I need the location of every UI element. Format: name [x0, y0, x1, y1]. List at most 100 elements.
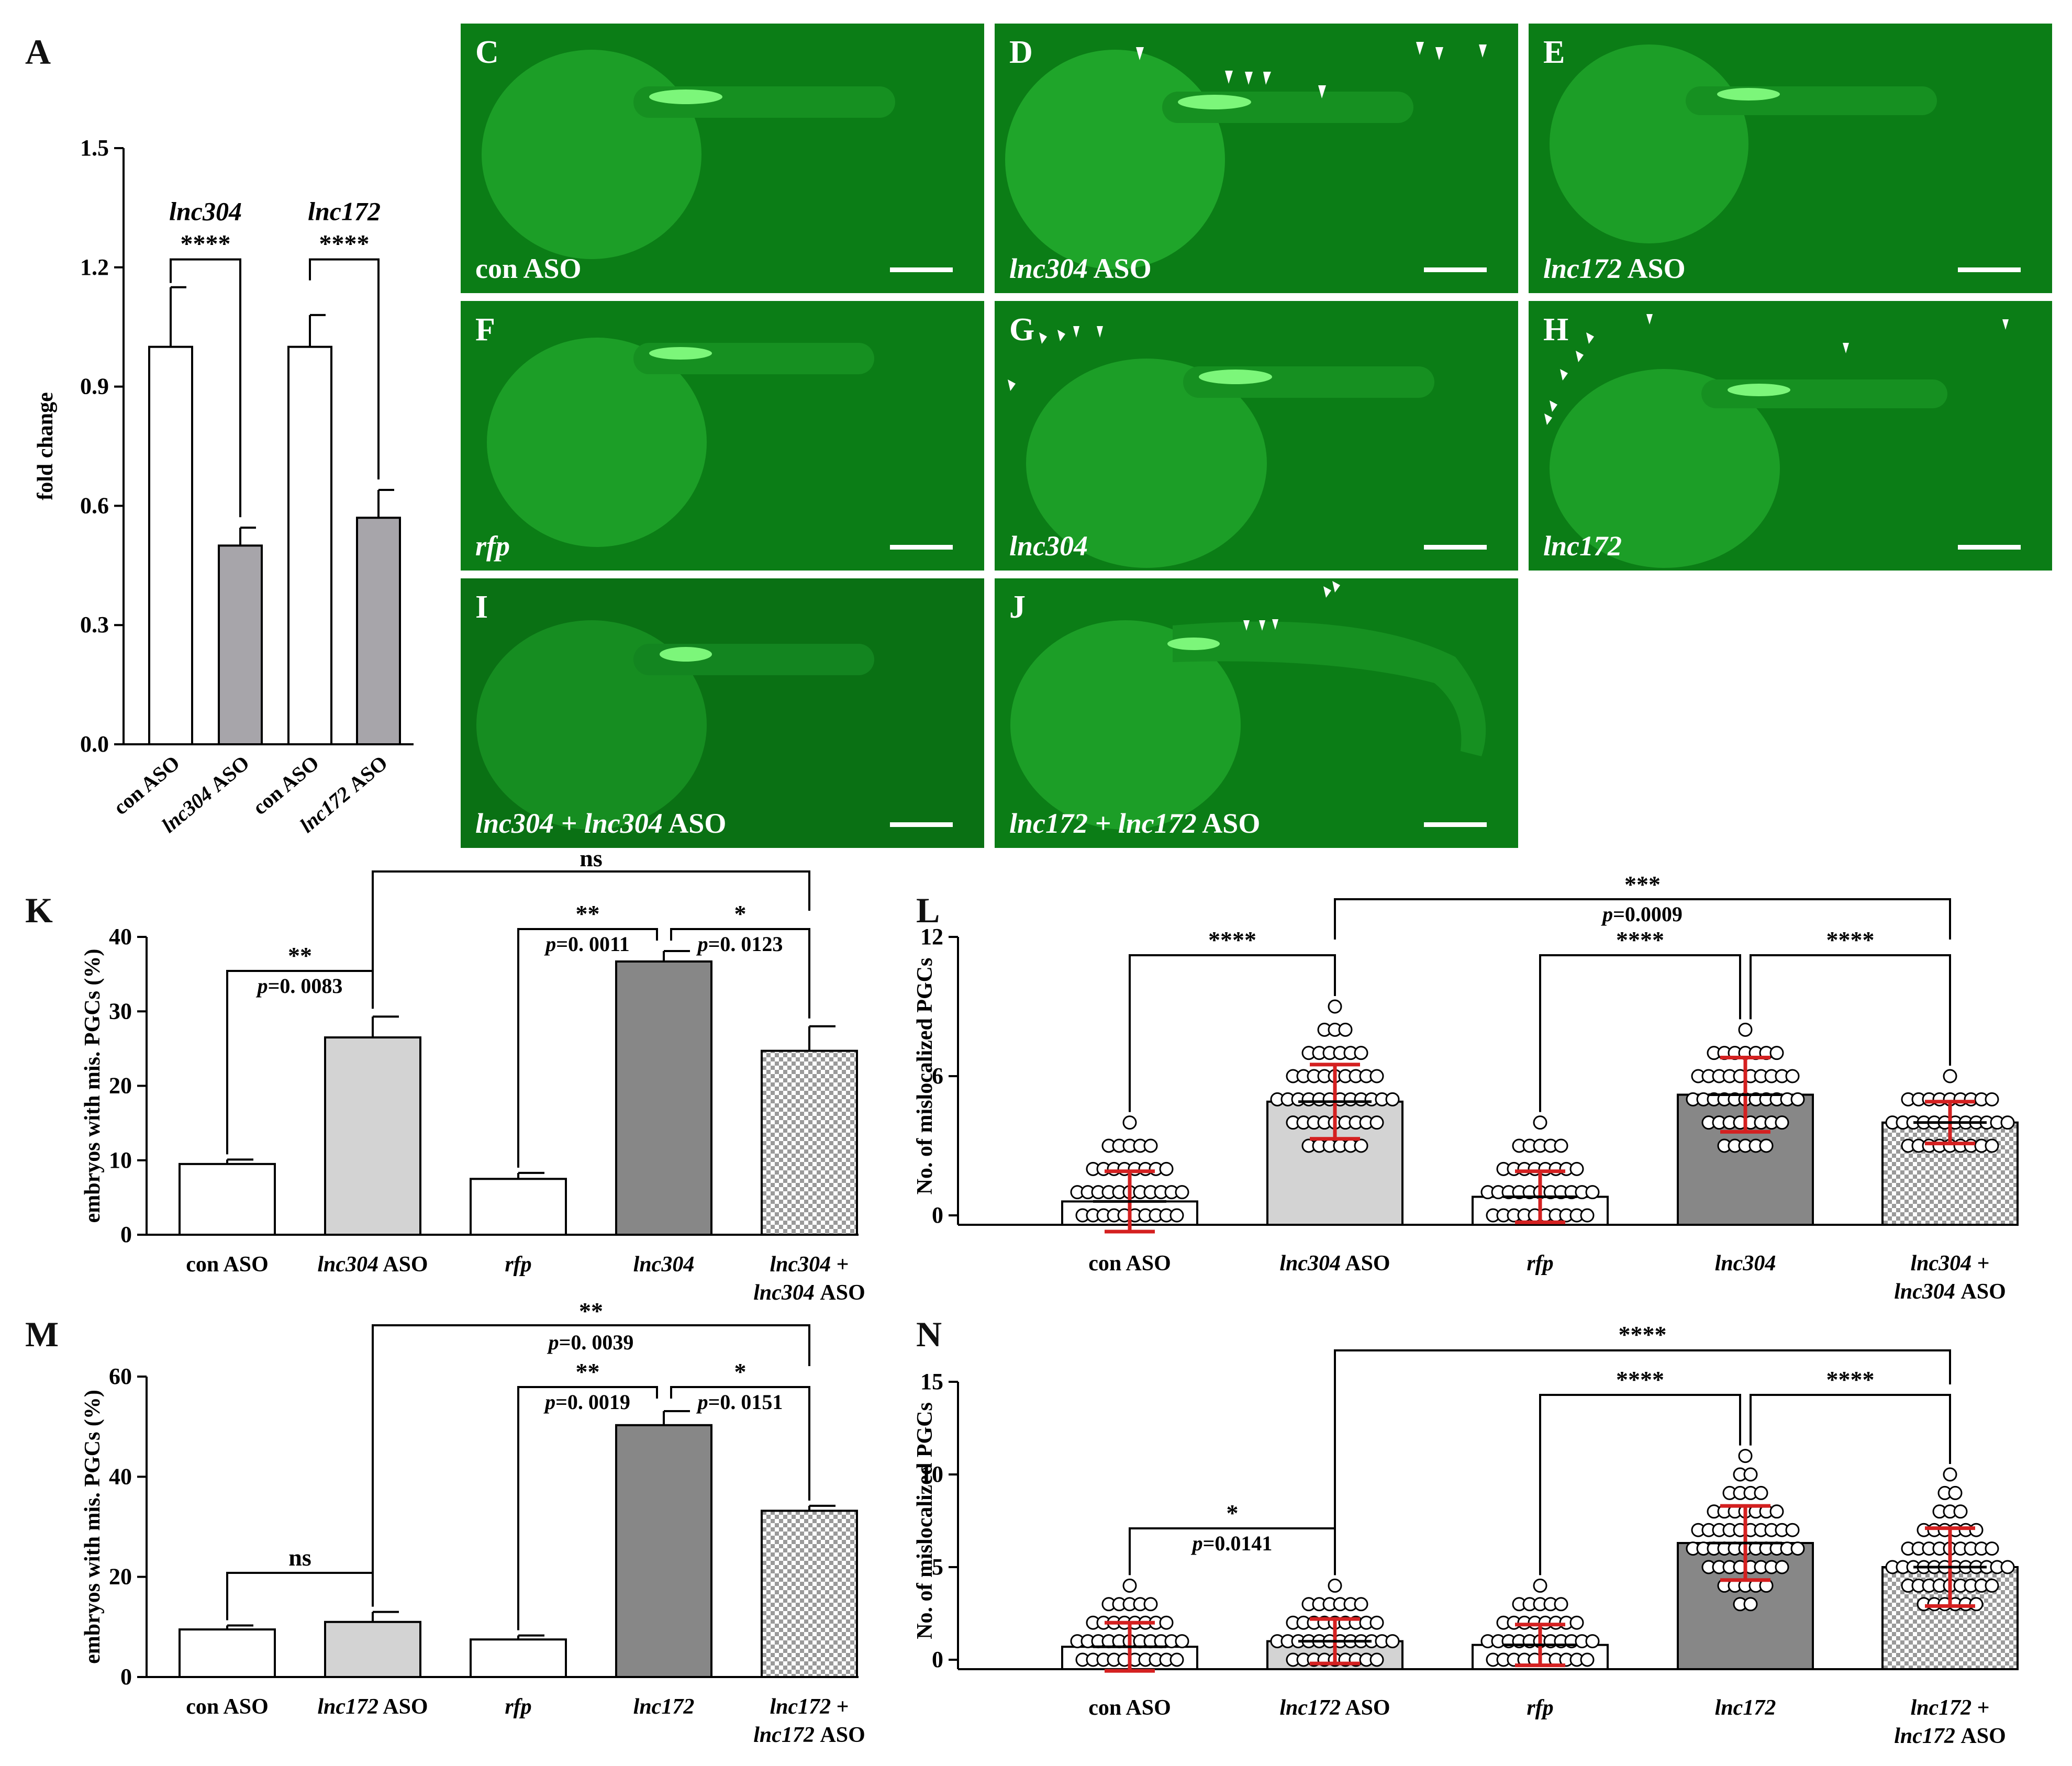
- y-tick-label: 0: [120, 1664, 132, 1690]
- data-point: [1175, 1185, 1189, 1200]
- y-tick-label: 1.5: [80, 135, 109, 161]
- data-point: [1775, 1560, 1789, 1574]
- significance-bracket: [517, 928, 658, 1168]
- photo-panel-c: C con ASO: [461, 24, 984, 293]
- significance-stars: ns: [288, 1544, 311, 1571]
- significance-stars: *: [734, 900, 747, 927]
- x-tick-label: lnc172: [1715, 1696, 1776, 1720]
- data-point: [1743, 1597, 1758, 1612]
- bar: [324, 1036, 421, 1236]
- x-tick-label: rfp: [505, 1253, 531, 1277]
- y-tick-label: 10: [920, 1461, 943, 1487]
- photo-panel-f: F rfp: [461, 301, 984, 571]
- photo-caption: lnc304: [1009, 530, 1088, 562]
- panel-letter-l: L: [916, 890, 940, 930]
- x-tick-label: lnc172: [633, 1695, 695, 1719]
- data-point: [1775, 1115, 1789, 1130]
- embryo-image: [1529, 24, 2052, 293]
- data-point: [1785, 1523, 1800, 1537]
- x-tick-label: con ASO: [186, 1695, 269, 1719]
- bar: [470, 1178, 567, 1236]
- y-tick-label: 0: [932, 1647, 943, 1672]
- data-point: [2000, 1115, 2015, 1130]
- x-tick-label: lnc304: [1715, 1251, 1776, 1276]
- x-tick-label: rfp: [1527, 1696, 1553, 1720]
- caption-roman: ASO: [662, 808, 727, 839]
- p-value-label: p=0.0141: [1191, 1532, 1273, 1555]
- caption-roman: ASO: [1622, 253, 1686, 284]
- significance-bracket: [670, 928, 810, 1019]
- embryo-image: [461, 301, 984, 571]
- p-value-label: p=0. 0083: [256, 974, 343, 998]
- data-point: [1953, 1504, 1968, 1519]
- x-tick-label: rfp: [1527, 1251, 1553, 1276]
- data-point: [1122, 1578, 1137, 1593]
- photo-panel-j: J lnc172 + lnc172 ASO: [995, 578, 1518, 848]
- data-point: [1769, 1046, 1784, 1060]
- data-point: [1175, 1634, 1189, 1649]
- data-point: [1369, 1652, 1384, 1667]
- data-point: [1159, 1615, 1174, 1630]
- p-value-label: p=0. 0123: [696, 932, 783, 956]
- data-point: [1759, 1138, 1774, 1153]
- scale-bar: [1958, 267, 2021, 272]
- data-point: [1769, 1504, 1784, 1519]
- y-tick-label: 0: [932, 1202, 943, 1228]
- x-tick-label-line2: lnc304 ASO: [1894, 1280, 2006, 1304]
- significance-stars: *: [1227, 1500, 1239, 1526]
- data-point: [1580, 1208, 1595, 1223]
- photo-letter: E: [1543, 35, 1565, 70]
- bar: [148, 345, 193, 745]
- y-tick-label: 20: [109, 1564, 132, 1590]
- data-point: [1369, 1069, 1384, 1083]
- data-point: [1790, 1092, 1805, 1106]
- caption-italic: lnc304: [1009, 253, 1088, 284]
- data-point: [1738, 1022, 1753, 1037]
- x-tick-label: lnc304 +: [1910, 1251, 1989, 1276]
- photo-letter: C: [475, 35, 499, 70]
- y-tick-label: 10: [109, 1147, 132, 1173]
- x-tick-label: lnc172 ASO: [317, 1695, 428, 1719]
- photo-letter: F: [475, 312, 495, 348]
- caption-roman: ASO: [1196, 808, 1261, 839]
- caption-italic: rfp: [475, 530, 510, 562]
- bar: [615, 960, 712, 1236]
- significance-stars: **: [576, 900, 600, 927]
- significance-bracket: [372, 1324, 810, 1604]
- data-point: [1985, 1541, 1999, 1556]
- significance-bracket: [1129, 954, 1336, 1112]
- significance-stars: ****: [319, 230, 370, 258]
- x-tick-label: lnc304 +: [770, 1253, 849, 1277]
- data-point: [1554, 1597, 1568, 1612]
- chart-n: 0 5 10 15 No. of mislocalized PGCs con ASO lnc…: [913, 1321, 2019, 1748]
- scale-bar: [890, 822, 953, 827]
- photo-panel-g: G lnc304: [995, 301, 1518, 571]
- caption-italic: lnc304 + lnc304: [475, 808, 663, 839]
- p-value-label: p=0. 0151: [696, 1390, 783, 1414]
- x-tick-label: con ASO: [1088, 1251, 1171, 1276]
- photo-panel-h: H lnc172: [1529, 301, 2052, 571]
- data-point: [1948, 1485, 1963, 1500]
- data-point: [1385, 1092, 1400, 1106]
- x-tick-label-line2: lnc304 ASO: [753, 1281, 865, 1305]
- bar: [287, 345, 332, 745]
- y-tick-label: 6: [932, 1063, 943, 1089]
- x-tick-label: con ASO: [186, 1253, 269, 1277]
- y-axis-label: embryos with mis. PGCs (%): [81, 949, 105, 1223]
- data-point: [1369, 1615, 1384, 1630]
- significance-bracket: [309, 258, 380, 480]
- y-tick-label: 0: [120, 1222, 132, 1247]
- y-tick-label: 5: [932, 1554, 943, 1580]
- y-tick-label: 15: [920, 1369, 943, 1394]
- data-point: [1143, 1138, 1158, 1153]
- data-point: [1554, 1138, 1568, 1153]
- p-value-label: p=0. 0019: [543, 1390, 630, 1414]
- embryo-image: [461, 24, 984, 293]
- embryo-image: [995, 301, 1518, 571]
- data-point: [1738, 1449, 1753, 1463]
- significance-bracket: [226, 1572, 374, 1620]
- significance-bracket: [170, 258, 241, 518]
